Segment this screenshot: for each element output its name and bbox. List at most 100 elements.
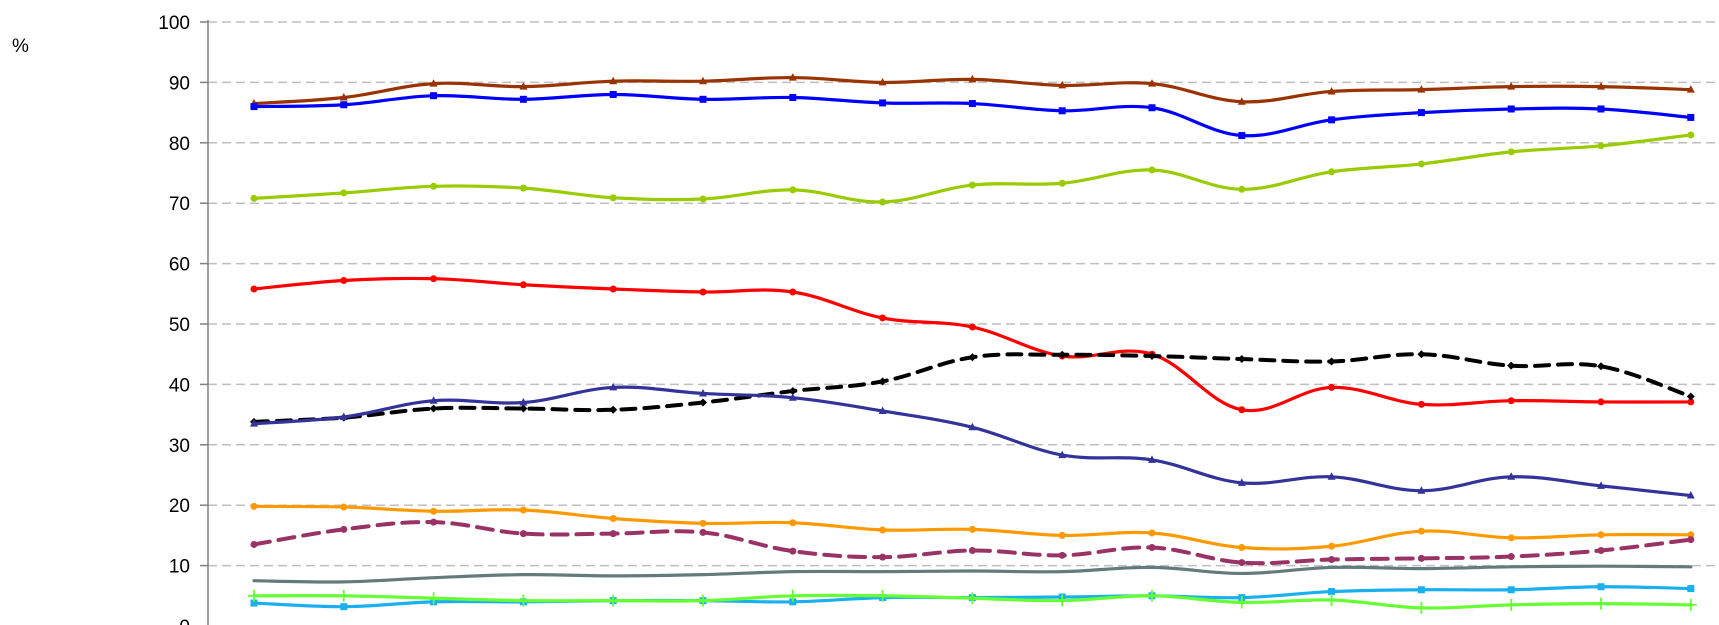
data-point — [1328, 116, 1336, 124]
data-point — [430, 92, 438, 100]
data-point — [1325, 594, 1338, 607]
series-3 — [250, 131, 1695, 206]
series-11 — [248, 589, 1697, 614]
series-6 — [250, 382, 1695, 499]
data-point — [789, 186, 797, 194]
data-point — [430, 507, 438, 515]
series-2 — [250, 90, 1695, 140]
data-point — [250, 540, 258, 548]
data-point — [250, 599, 258, 607]
data-point — [789, 94, 797, 101]
data-point — [879, 198, 887, 206]
data-point — [1687, 113, 1695, 121]
data-point — [1597, 583, 1605, 591]
y-tick-label: 70 — [169, 194, 190, 215]
data-point — [699, 195, 707, 203]
data-point — [1328, 542, 1336, 550]
data-point — [429, 79, 438, 87]
data-point — [876, 589, 889, 602]
data-point — [699, 519, 707, 527]
data-point — [1328, 588, 1336, 596]
data-point — [1415, 601, 1428, 614]
series-line — [252, 352, 1693, 424]
data-point — [878, 406, 887, 414]
data-point — [699, 76, 707, 85]
data-point — [968, 422, 977, 431]
data-point — [1327, 86, 1336, 95]
data-point — [1507, 82, 1516, 90]
data-point — [250, 502, 258, 510]
data-point — [519, 82, 528, 90]
y-tick-label: 40 — [169, 375, 190, 396]
data-point — [609, 530, 617, 538]
data-point — [519, 398, 528, 406]
data-point — [250, 194, 258, 202]
data-point — [1687, 536, 1695, 544]
data-point — [879, 553, 887, 561]
data-point — [250, 419, 258, 427]
data-point — [1237, 97, 1246, 105]
data-point — [339, 93, 348, 101]
data-point — [429, 396, 438, 404]
data-point — [1595, 597, 1607, 610]
y-tick-label: 50 — [169, 315, 190, 336]
series-4 — [250, 275, 1695, 414]
data-point — [339, 412, 348, 421]
series-line — [252, 564, 1693, 584]
data-point — [340, 189, 348, 197]
data-point — [968, 181, 976, 189]
data-point — [430, 275, 438, 283]
data-point — [1507, 397, 1515, 405]
y-tick-label: 20 — [169, 496, 190, 517]
data-point — [1417, 350, 1426, 359]
data-point — [609, 405, 618, 414]
data-point — [609, 90, 617, 98]
y-tick-label: 100 — [158, 13, 190, 34]
data-point — [1148, 104, 1156, 112]
data-point — [968, 525, 976, 533]
data-point — [968, 323, 976, 331]
data-point — [878, 77, 887, 86]
data-point — [1058, 551, 1066, 559]
data-point — [1686, 85, 1695, 93]
data-point — [1417, 109, 1425, 117]
data-point — [879, 314, 887, 322]
data-point — [1687, 531, 1695, 539]
data-point — [879, 526, 887, 534]
data-point — [1235, 596, 1248, 609]
data-point — [340, 503, 348, 511]
data-point — [1327, 357, 1336, 366]
data-point — [788, 393, 797, 401]
data-point — [248, 589, 260, 602]
data-point — [609, 76, 618, 85]
data-point — [1237, 355, 1246, 364]
data-point — [1238, 406, 1246, 414]
data-point — [1238, 132, 1246, 140]
data-point — [699, 388, 707, 397]
data-point — [697, 594, 709, 607]
data-point — [1238, 559, 1246, 567]
data-point — [1507, 472, 1516, 480]
data-point — [789, 598, 797, 606]
data-point — [788, 387, 797, 396]
data-point — [340, 525, 348, 533]
data-point — [699, 398, 707, 407]
data-point — [1148, 543, 1156, 551]
series-9 — [252, 564, 1693, 584]
series-7 — [250, 502, 1695, 551]
data-point — [250, 285, 258, 293]
data-point — [789, 547, 797, 555]
series-8 — [250, 518, 1695, 567]
series-layer — [248, 73, 1697, 614]
data-point — [1328, 383, 1336, 391]
data-point — [1148, 455, 1156, 463]
data-point — [517, 594, 530, 607]
data-point — [1056, 594, 1069, 607]
data-point — [250, 103, 258, 111]
data-point — [1058, 350, 1067, 359]
y-tick-label: 80 — [169, 134, 190, 155]
data-point — [1597, 398, 1605, 406]
data-point — [519, 281, 527, 289]
data-point — [1507, 534, 1515, 542]
